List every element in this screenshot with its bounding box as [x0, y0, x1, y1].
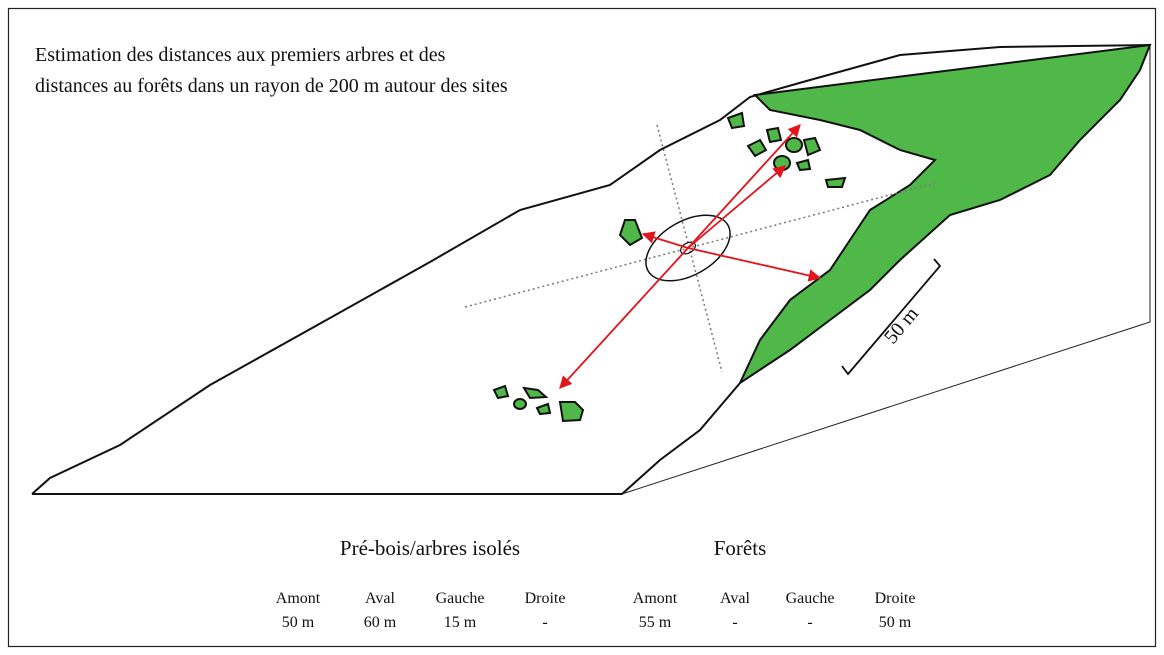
column-value: 55 m [639, 614, 672, 631]
column-header: Aval [720, 590, 750, 607]
title-line: Estimation des distances aux premiers ar… [35, 44, 446, 66]
column-header: Droite [875, 590, 916, 607]
column-header: Gauche [436, 590, 485, 607]
column-header: Amont [633, 590, 678, 607]
terrain-bottom [32, 382, 741, 495]
forest [737, 43, 1152, 386]
column-header: Amont [276, 590, 321, 607]
column-value: 60 m [364, 614, 397, 631]
column-header: Gauche [786, 590, 835, 607]
group-title: Forêts [714, 536, 767, 560]
column-header: Droite [525, 590, 566, 607]
radius-ellipse [645, 214, 731, 282]
terrain-top [31, 44, 1151, 495]
column-header: Aval [365, 590, 395, 607]
column-value: - [807, 614, 812, 631]
axis-dotted [464, 182, 936, 308]
column-value: 50 m [282, 614, 315, 631]
column-value: - [542, 614, 547, 631]
group-title: Pré-bois/arbres isolés [340, 536, 520, 560]
title-line: distances au forêts dans un rayon de 200… [35, 75, 508, 97]
distance-arrows [559, 124, 822, 389]
trees [492, 111, 847, 423]
distance-table: Pré-bois/arbres isolés Amont 50 m Aval 60 m G… [276, 536, 916, 631]
terrain-side [621, 45, 1151, 495]
scale-bar [841, 258, 942, 376]
column-value: - [732, 614, 737, 631]
column-value: 50 m [879, 614, 912, 631]
site [680, 241, 696, 255]
column-value: 15 m [444, 614, 477, 631]
